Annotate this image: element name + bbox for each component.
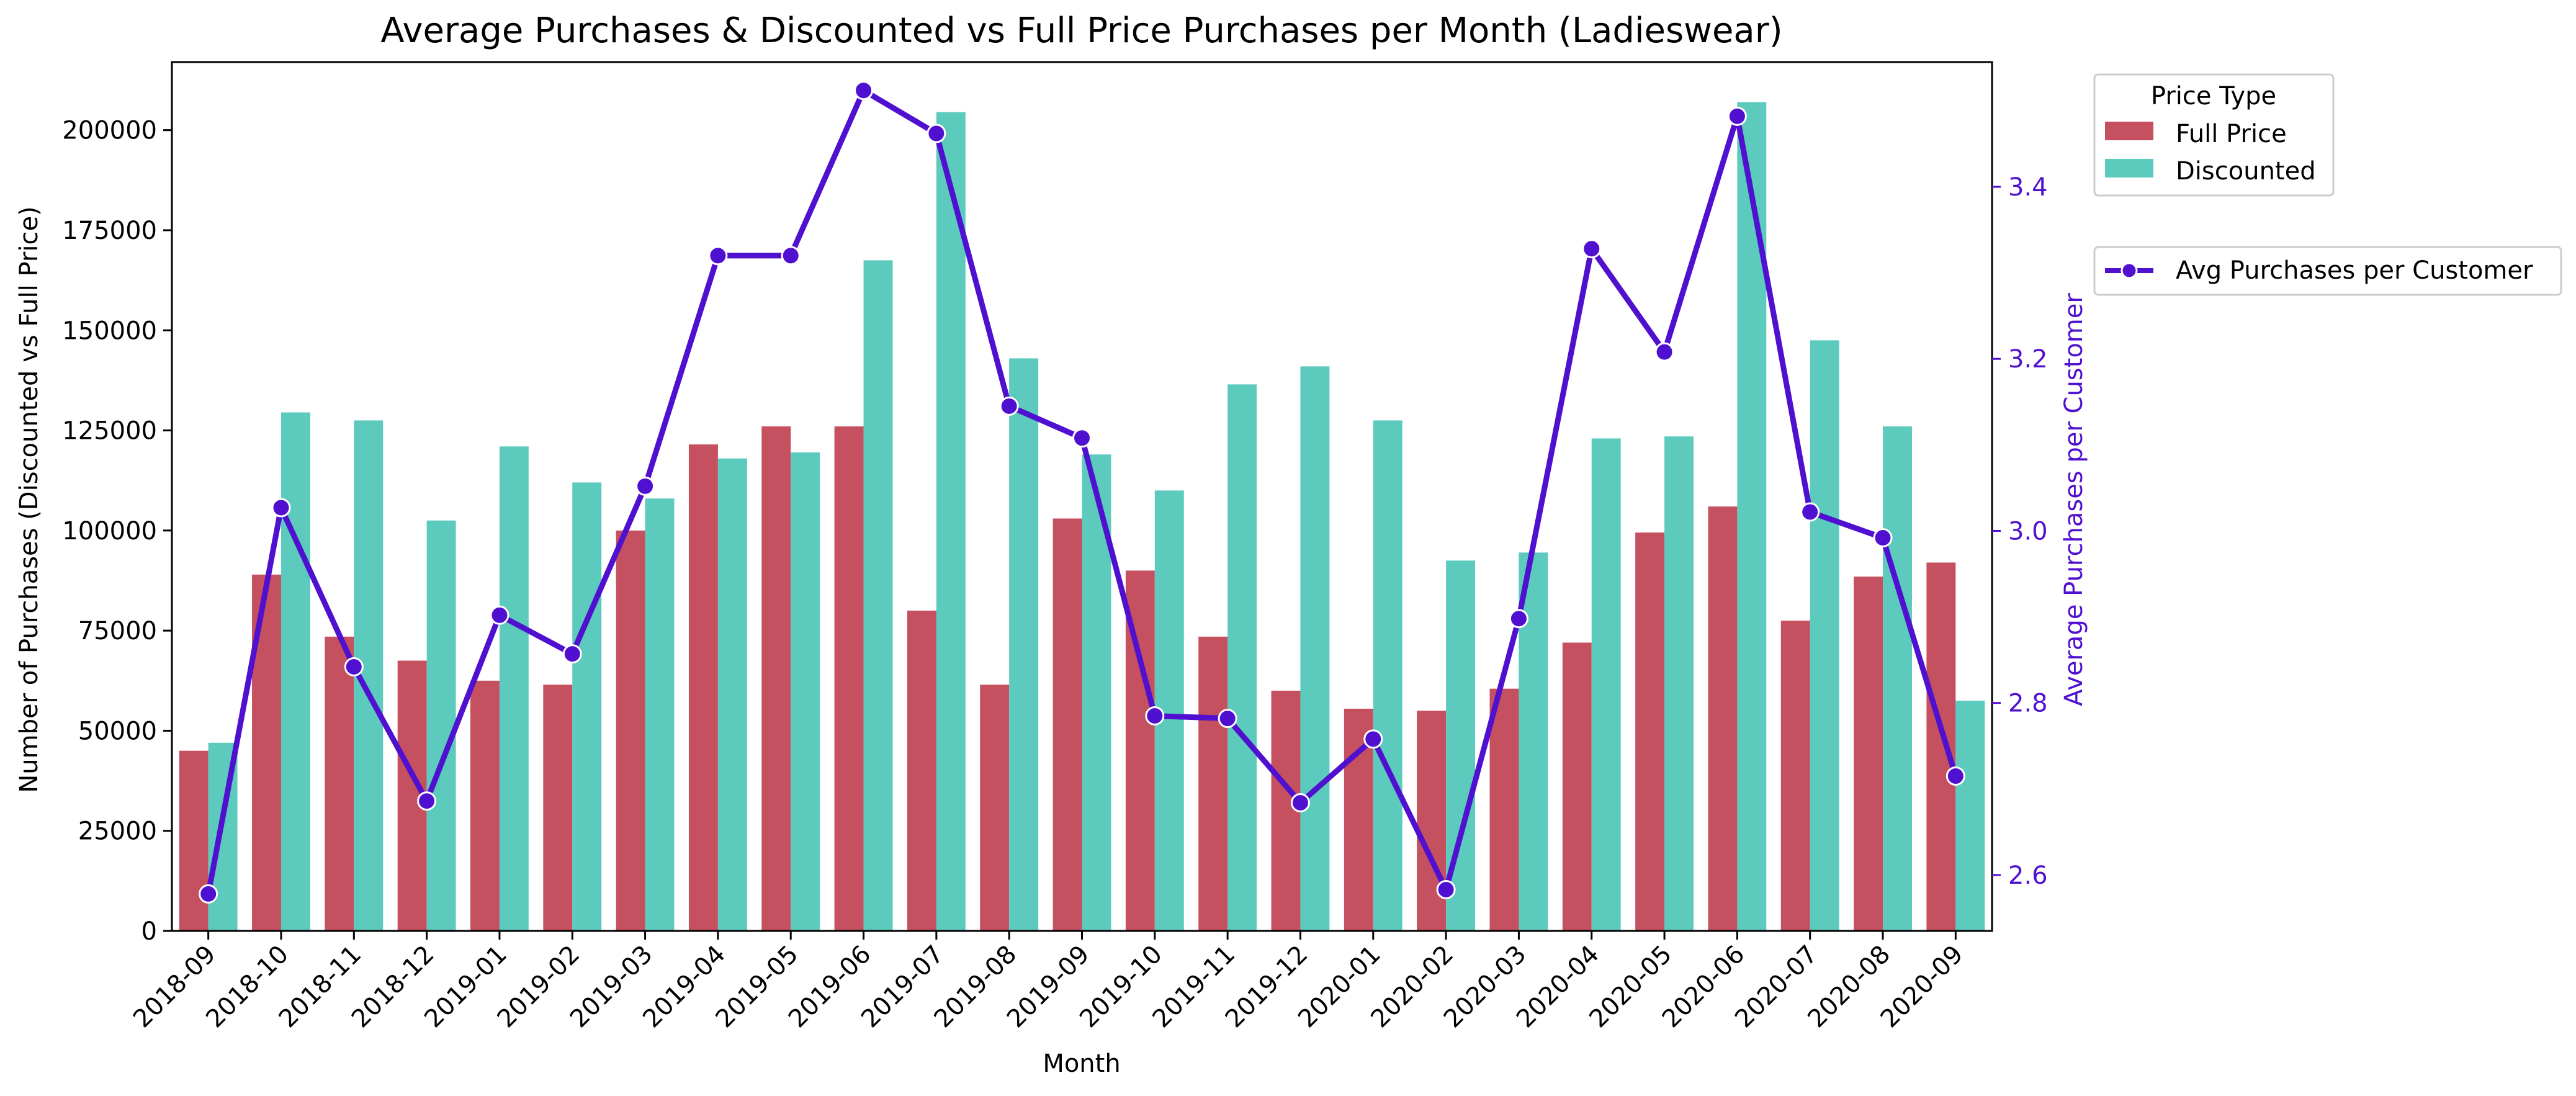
legend-label-avg: Avg Purchases per Customer xyxy=(2176,256,2533,285)
bar-discounted xyxy=(1373,420,1402,931)
avg-purchases-point xyxy=(1945,766,1965,786)
bar-discounted xyxy=(1009,358,1039,931)
y2-tick-label: 3.0 xyxy=(2008,517,2048,546)
bar-discounted xyxy=(863,260,893,931)
avg-purchases-point xyxy=(999,396,1019,416)
bar-full-price xyxy=(688,444,718,931)
bar-discounted xyxy=(499,446,529,931)
avg-purchases-point xyxy=(1800,502,1820,522)
legend-price-type: Price Type Full Price Discounted xyxy=(2093,73,2335,197)
y2-tick-label: 2.8 xyxy=(2008,689,2048,718)
y-axis-label: Number of Purchases (Discounted vs Full … xyxy=(15,206,43,793)
bar-discounted xyxy=(1810,340,1839,931)
y-tick-label: 0 xyxy=(141,917,157,946)
legend-title: Price Type xyxy=(2151,82,2276,110)
y-tick-label: 125000 xyxy=(62,417,157,446)
legend-box xyxy=(2093,73,2335,197)
avg-purchases-point xyxy=(1290,793,1310,812)
avg-purchases-point xyxy=(417,791,437,811)
avg-purchases-point xyxy=(635,476,655,496)
bar-full-price xyxy=(1489,688,1519,931)
bar-full-price xyxy=(1926,562,1956,931)
x-axis-label: Month xyxy=(1043,1049,1120,1078)
bar-full-price xyxy=(543,685,573,931)
avg-purchases-point xyxy=(199,884,218,904)
bars-layer xyxy=(179,102,1985,932)
bar-full-price xyxy=(470,680,500,931)
bar-full-price xyxy=(834,426,864,931)
legend-box-line xyxy=(2093,246,2562,296)
bar-discounted xyxy=(1664,436,1694,931)
avg-purchases-point xyxy=(854,81,874,101)
y-tick-label: 75000 xyxy=(78,617,157,645)
y2-tick-label: 3.4 xyxy=(2008,173,2048,202)
bar-discounted xyxy=(1883,426,1912,931)
bar-discounted xyxy=(717,458,747,931)
bar-discounted xyxy=(1737,102,1767,932)
bar-discounted xyxy=(1300,366,1330,931)
avg-purchases-point xyxy=(1654,342,1674,362)
y-tick-label: 100000 xyxy=(62,517,157,546)
bar-discounted xyxy=(1591,438,1621,931)
legend-line-point xyxy=(2120,262,2138,279)
bar-full-price xyxy=(1854,577,1883,931)
bar-full-price xyxy=(761,426,791,931)
bar-full-price xyxy=(1198,636,1228,931)
avg-purchases-point xyxy=(1727,106,1747,126)
bar-full-price xyxy=(1052,518,1082,931)
bar-discounted xyxy=(426,520,456,931)
bar-full-price xyxy=(325,636,354,931)
bar-full-price xyxy=(179,750,209,931)
y-tick-label: 50000 xyxy=(78,717,157,745)
avg-purchases-point xyxy=(1582,239,1602,259)
y2-axis-label: Average Purchases per Customer xyxy=(2060,293,2088,706)
avg-purchases-point xyxy=(1509,609,1528,629)
avg-purchases-point xyxy=(1873,528,1893,548)
avg-purchases-point xyxy=(1436,879,1456,899)
legend-avg-purchases: Avg Purchases per Customer xyxy=(2093,246,2562,296)
avg-purchases-point xyxy=(1145,706,1165,725)
bar-discounted xyxy=(1227,384,1257,931)
avg-purchases-point xyxy=(562,644,582,664)
avg-purchases-point xyxy=(781,246,801,266)
bar-full-price xyxy=(1562,642,1592,931)
bar-full-price xyxy=(1708,506,1738,931)
legend-label-discounted: Discounted xyxy=(2176,157,2316,186)
avg-purchases-point xyxy=(708,246,728,266)
bar-full-price xyxy=(907,610,936,931)
legend-swatch-full-price xyxy=(2105,122,2153,140)
y-tick-label: 150000 xyxy=(62,317,157,345)
bar-discounted xyxy=(280,412,310,931)
bar-discounted xyxy=(1955,701,1985,931)
bar-discounted xyxy=(936,112,966,932)
chart-title: Average Purchases & Discounted vs Full P… xyxy=(380,11,1782,51)
avg-purchases-point xyxy=(490,605,509,625)
y2-tick-label: 2.6 xyxy=(2008,861,2048,890)
avg-purchases-point xyxy=(1363,729,1383,749)
avg-purchases-point xyxy=(1218,709,1237,729)
y-tick-label: 175000 xyxy=(62,217,157,245)
avg-purchases-point xyxy=(927,124,946,143)
bar-discounted xyxy=(645,498,675,931)
avg-purchases-point xyxy=(1072,428,1092,448)
bar-full-price xyxy=(616,530,645,931)
avg-purchases-point xyxy=(271,498,291,518)
bar-discounted xyxy=(791,452,820,931)
bar-full-price xyxy=(980,685,1010,931)
avg-purchases-point xyxy=(344,657,364,676)
legend-swatch-discounted xyxy=(2105,159,2153,177)
y-tick-label: 200000 xyxy=(62,117,157,145)
bar-full-price xyxy=(1780,621,1810,931)
bar-discounted xyxy=(572,482,602,931)
bar-full-price xyxy=(1635,532,1665,931)
legend-label-full-price: Full Price xyxy=(2176,120,2287,148)
y-tick-label: 25000 xyxy=(78,817,157,846)
y2-tick-label: 3.2 xyxy=(2008,345,2048,374)
line-layer xyxy=(199,81,1965,904)
